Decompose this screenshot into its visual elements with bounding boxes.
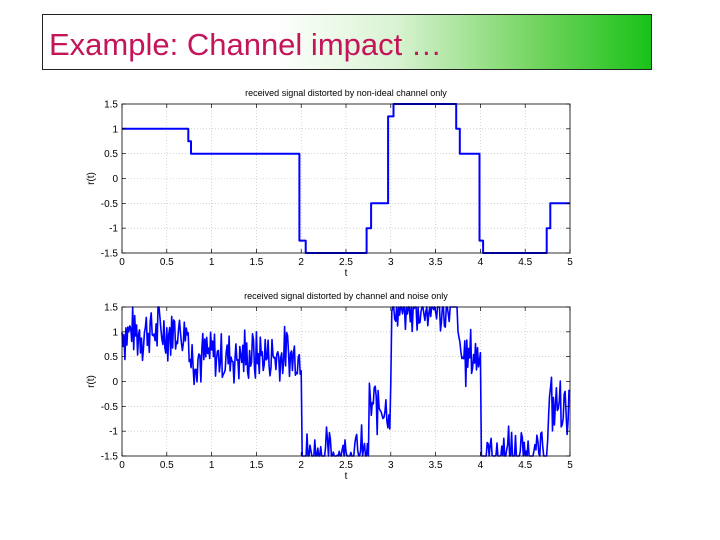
chart2-x-tick-label: 2.5 xyxy=(339,460,353,471)
chart1-y-tick-label: 1 xyxy=(112,124,118,135)
chart1-x-tick-label: 3.5 xyxy=(429,257,443,268)
chart1-x-axis-label: t xyxy=(345,268,348,279)
chart1-y-tick-label: -1 xyxy=(109,224,118,235)
chart1-y-axis-label: r(t) xyxy=(86,172,97,185)
chart1-y-tick-label: 0 xyxy=(112,174,118,185)
chart1-x-tick-label: 5 xyxy=(567,257,573,268)
chart1-y-tick-label: -0.5 xyxy=(101,199,119,210)
chart1-y-tick-label: 0.5 xyxy=(104,149,118,160)
chart1-x-tick-label: 0.5 xyxy=(160,257,174,268)
chart2-y-tick-label: 0.5 xyxy=(104,352,118,363)
chart2-x-axis-label: t xyxy=(345,471,348,482)
chart2-x-tick-label: 3.5 xyxy=(429,460,443,471)
chart2-y-tick-label: -1.5 xyxy=(101,452,119,463)
chart1-title: received signal distorted by non-ideal c… xyxy=(245,88,447,98)
chart1-x-tick-label: 1.5 xyxy=(249,257,263,268)
chart2-y-tick-label: -0.5 xyxy=(101,402,119,413)
chart2-title: received signal distorted by channel and… xyxy=(244,291,448,301)
chart2-x-tick-label: 0 xyxy=(119,460,125,471)
chart1-x-tick-label: 2 xyxy=(298,257,304,268)
chart2-x-tick-label: 1.5 xyxy=(249,460,263,471)
chart2-y-tick-label: 1 xyxy=(112,327,118,338)
chart2-y-axis-label: r(t) xyxy=(86,375,97,388)
chart2-x-tick-label: 5 xyxy=(567,460,573,471)
chart1-x-tick-label: 4.5 xyxy=(518,257,532,268)
chart1-x-tick-label: 4 xyxy=(478,257,484,268)
chart1-x-tick-label: 1 xyxy=(209,257,215,268)
chart2-x-tick-label: 0.5 xyxy=(160,460,174,471)
chart2-x-tick-label: 3 xyxy=(388,460,394,471)
chart2-x-tick-label: 1 xyxy=(209,460,215,471)
chart2-y-tick-label: 0 xyxy=(112,377,118,388)
slide-title-box: Example: Channel impact … xyxy=(42,14,652,70)
chart1-y-tick-label: 1.5 xyxy=(104,100,118,111)
chart2-x-tick-label: 4 xyxy=(478,460,484,471)
chart2-x-tick-label: 4.5 xyxy=(518,460,532,471)
slide-title: Example: Channel impact … xyxy=(49,27,442,62)
chart1-y-tick-label: -1.5 xyxy=(101,249,119,260)
chart2-x-tick-label: 2 xyxy=(298,460,304,471)
chart2-y-tick-label: -1 xyxy=(109,427,118,438)
chart1-x-tick-label: 0 xyxy=(119,257,125,268)
chart1-x-tick-label: 3 xyxy=(388,257,394,268)
chart2-y-tick-label: 1.5 xyxy=(104,303,118,314)
chart1-x-tick-label: 2.5 xyxy=(339,257,353,268)
